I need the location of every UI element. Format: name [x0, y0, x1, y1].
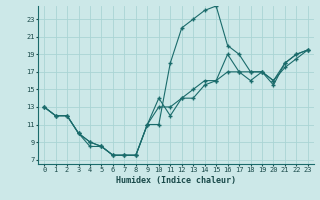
X-axis label: Humidex (Indice chaleur): Humidex (Indice chaleur): [116, 176, 236, 185]
